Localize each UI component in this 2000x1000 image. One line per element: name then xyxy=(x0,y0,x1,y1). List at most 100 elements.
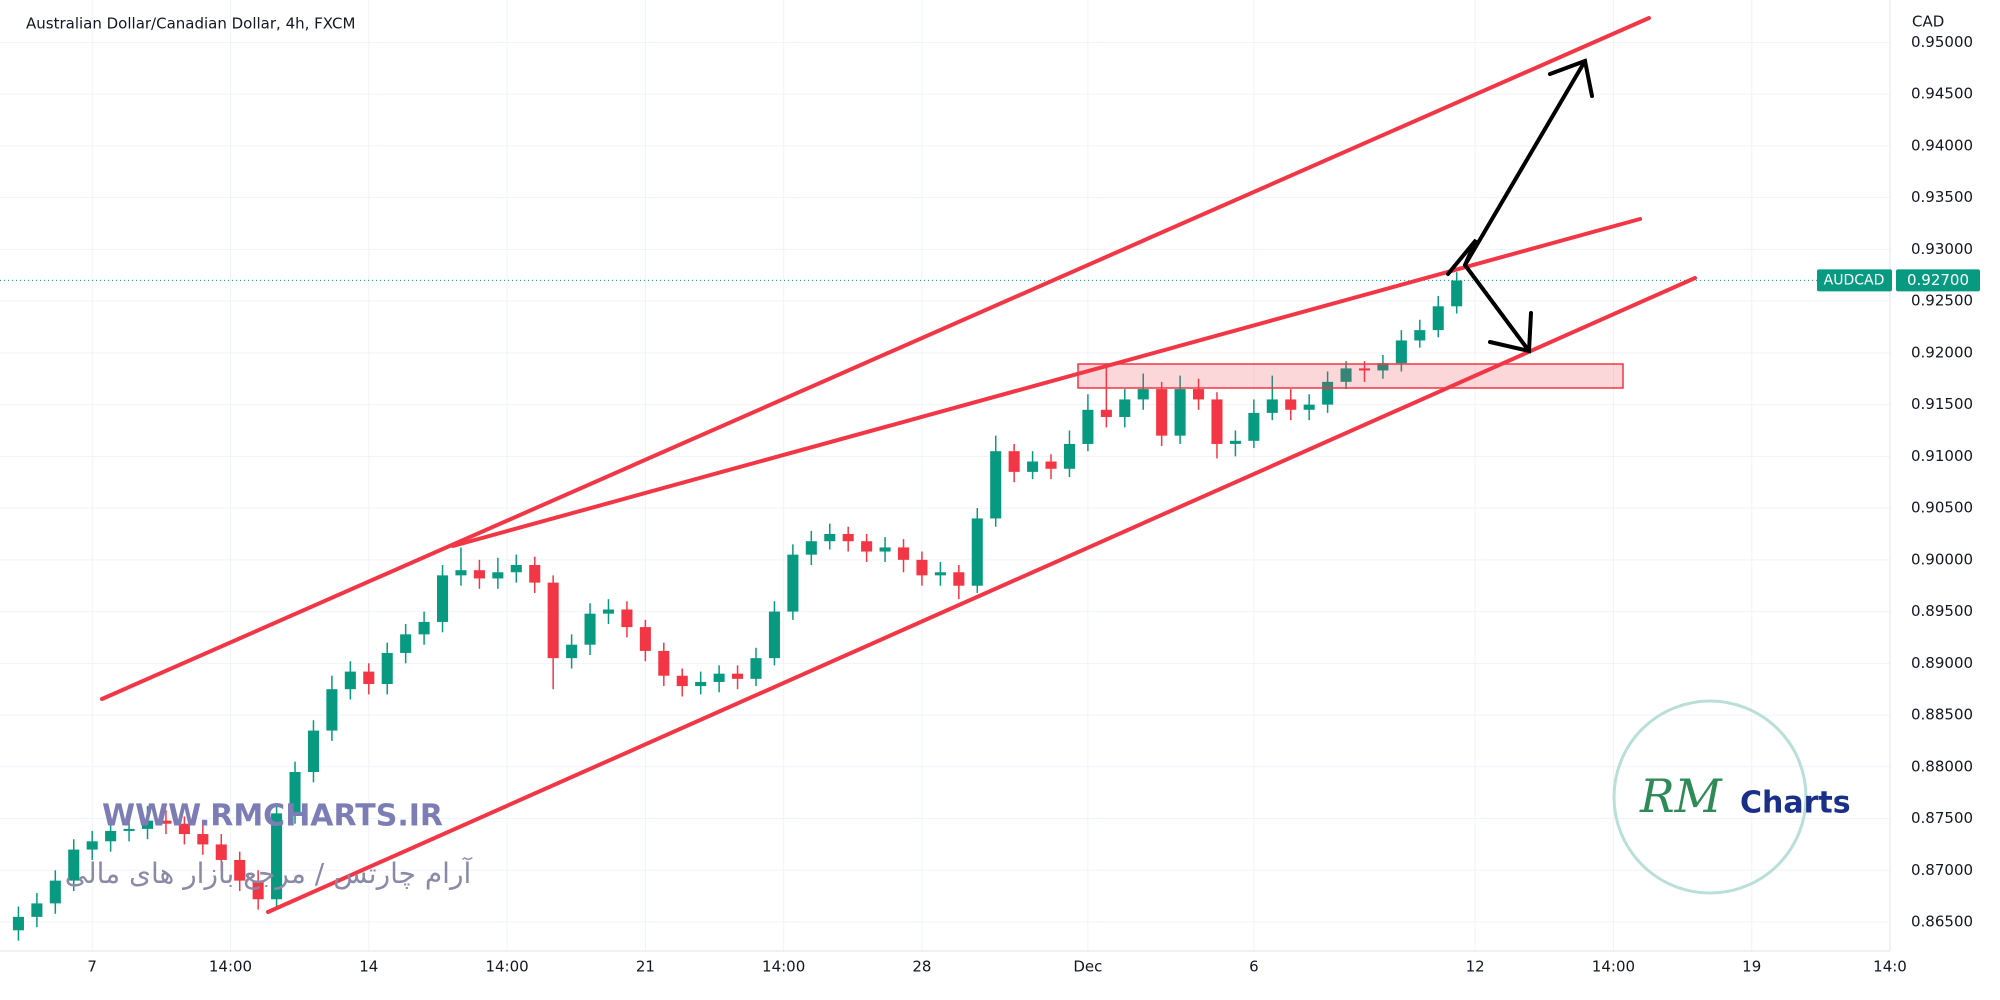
candle-body xyxy=(49,880,61,904)
candle-body xyxy=(1100,409,1112,418)
chart-title: Australian Dollar/Canadian Dollar, 4h, F… xyxy=(26,15,355,33)
candle-body xyxy=(1322,381,1334,405)
candle-body xyxy=(141,820,154,829)
candle-body xyxy=(437,575,449,622)
candle-body xyxy=(861,541,873,552)
candle-body xyxy=(215,844,227,860)
candle-body xyxy=(1045,461,1057,469)
y-tick-label: 0.94500 xyxy=(1911,85,1973,103)
candle-body xyxy=(1063,443,1075,469)
candle-body xyxy=(1395,340,1407,364)
candle-body xyxy=(824,533,836,542)
candle-body xyxy=(621,609,633,628)
candle-body xyxy=(1156,389,1168,436)
candle-body xyxy=(566,644,578,659)
y-tick-label: 0.88500 xyxy=(1911,706,1973,724)
candle-body xyxy=(289,771,301,814)
candle-body xyxy=(418,621,430,635)
candle-body xyxy=(1082,409,1094,444)
y-tick-label: 0.88000 xyxy=(1911,757,1973,775)
y-tick-label: 0.89500 xyxy=(1911,602,1973,620)
price-badge xyxy=(1896,269,1980,292)
price-axis xyxy=(1890,0,2000,1000)
candle-body xyxy=(455,570,467,576)
candle-body xyxy=(1137,389,1149,400)
y-tick-label: 0.90500 xyxy=(1911,499,1973,517)
candle-body xyxy=(271,813,283,900)
candle-body xyxy=(547,582,559,659)
zone xyxy=(1077,363,1624,389)
x-tick-label: 6 xyxy=(1249,958,1259,976)
candle-body xyxy=(842,533,854,542)
x-tick-label: 14 xyxy=(359,958,378,976)
candle-body xyxy=(750,658,762,679)
arrow xyxy=(1446,59,1587,276)
candle-body xyxy=(178,823,190,835)
arrow-head xyxy=(1548,58,1594,98)
candle-body xyxy=(787,554,799,612)
candle-body xyxy=(879,547,891,552)
candle-body xyxy=(307,730,319,772)
candle-body xyxy=(105,830,117,842)
candle-body xyxy=(363,671,375,685)
candle-body xyxy=(713,673,725,682)
candle-body xyxy=(68,849,80,881)
candle-body xyxy=(584,613,596,645)
candle-body xyxy=(510,565,522,573)
candle-body xyxy=(1008,451,1020,472)
candle-body xyxy=(1377,363,1389,371)
candle-body xyxy=(1248,412,1260,441)
y-tick-label: 0.95000 xyxy=(1911,33,1973,51)
candle-body xyxy=(1285,399,1297,410)
x-tick-label: Dec xyxy=(1073,958,1102,976)
axes: 0.86500 0.87000 0.87500 0.88000 0.88500 0.890… xyxy=(87,33,1980,976)
candle-body xyxy=(1211,399,1223,444)
y-tick-label: 0.87000 xyxy=(1911,861,1973,879)
y-tick-label: 0.93000 xyxy=(1911,240,1973,258)
candle-body xyxy=(916,559,928,576)
candle-body xyxy=(953,572,965,586)
candle-body xyxy=(695,681,707,687)
candle-body xyxy=(344,671,356,690)
candle-body xyxy=(197,834,209,845)
plot-area xyxy=(0,0,1891,951)
candle-body xyxy=(1414,330,1426,341)
candle-body xyxy=(1266,399,1278,413)
time-axis xyxy=(0,951,1890,1000)
candle-body xyxy=(252,880,264,900)
x-tick-label: 19 xyxy=(1742,958,1761,976)
candle-body xyxy=(1451,280,1463,307)
candle-body xyxy=(529,565,541,583)
y-tick-label: 0.94000 xyxy=(1911,136,1973,154)
y-tick-label: 0.87500 xyxy=(1911,809,1973,827)
y-tick-label: 0.92000 xyxy=(1911,343,1973,361)
watermark: WWW.RMCHARTS.IR xyxy=(102,799,443,834)
candle-body xyxy=(768,611,780,659)
candle-body xyxy=(326,689,338,731)
logo-ring xyxy=(1612,699,1808,895)
candle-body xyxy=(160,820,172,824)
candle-body xyxy=(12,916,24,931)
candle-body xyxy=(1119,399,1131,418)
candle-body xyxy=(1193,389,1205,400)
candle-body xyxy=(658,650,670,676)
candle-body xyxy=(381,652,393,685)
arrow xyxy=(1463,263,1531,353)
x-tick-label: 14:00 xyxy=(1592,958,1635,976)
candle-body xyxy=(473,570,485,579)
candle-body xyxy=(1027,461,1039,472)
trend-line xyxy=(451,217,1642,548)
candle-body xyxy=(492,572,504,579)
y-tick-label: 0.86500 xyxy=(1911,913,1973,931)
x-tick-label: 14:00 xyxy=(762,958,805,976)
candle-body xyxy=(805,541,817,555)
y-tick-label: 0.90000 xyxy=(1911,550,1973,568)
logo-initials: RM xyxy=(1639,769,1724,823)
last-price-label: 0.92700 xyxy=(1907,271,1969,289)
candle-body xyxy=(934,572,946,576)
candle-body xyxy=(1432,306,1444,331)
candle-body xyxy=(897,547,910,560)
candle-body xyxy=(86,841,98,850)
candle-body xyxy=(639,627,651,651)
logo-text: Charts xyxy=(1740,786,1851,821)
